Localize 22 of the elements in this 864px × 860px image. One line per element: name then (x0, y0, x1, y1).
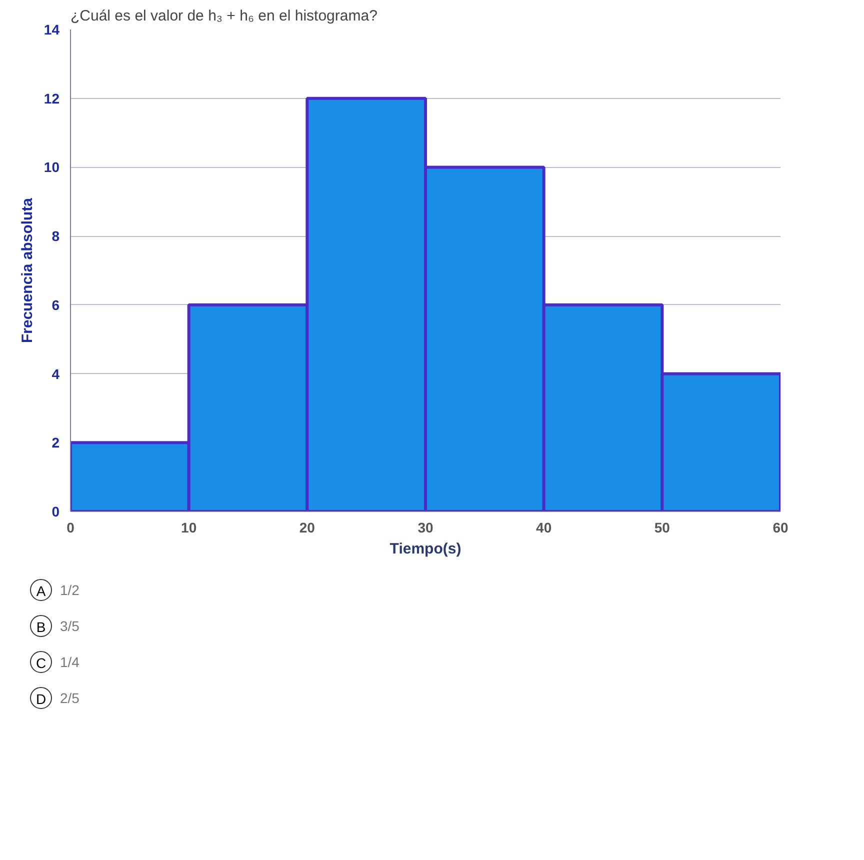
y-axis-title: Frecuencia absoluta (18, 197, 36, 344)
y-tick-label: 12 (44, 90, 60, 106)
y-tick-label: 0 (52, 504, 60, 520)
chart-title: ¿Cuál es el valor de h₃ + h₆ en el histograma? (70, 8, 378, 24)
x-tick-label: 40 (536, 520, 552, 536)
x-tick-label: 60 (772, 520, 788, 536)
x-axis-title: Tiempo(s) (390, 540, 462, 558)
text: A 1/2 (35, 581, 80, 601)
y-tick-label: 2 (52, 434, 60, 451)
y-tick-label: 10 (44, 159, 60, 176)
text: D 2/5 (34, 689, 80, 709)
y-tick-label: 14 (44, 22, 60, 38)
y-tick-label: 4 (52, 366, 60, 382)
x-tick-label: 30 (418, 520, 434, 536)
x-tick-label: 50 (654, 520, 670, 536)
x-tick-label: 20 (299, 520, 316, 536)
x-tick-label: 10 (181, 520, 197, 536)
text: B 3/5 (35, 617, 80, 637)
y-tick-label: 6 (52, 296, 60, 313)
x-tick-label: 0 (66, 520, 75, 536)
text: C 1/4 (34, 653, 80, 673)
y-tick-label: 8 (52, 228, 60, 244)
